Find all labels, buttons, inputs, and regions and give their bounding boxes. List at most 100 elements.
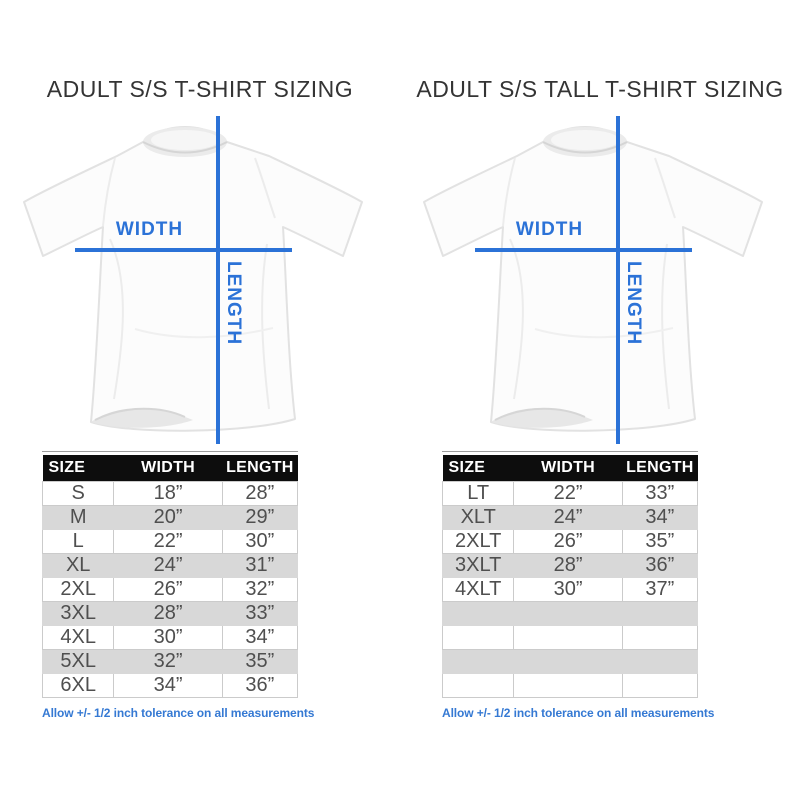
table-cell: 37” bbox=[621, 576, 699, 602]
table-cell: 24” bbox=[513, 504, 623, 530]
table-row bbox=[441, 624, 699, 650]
table-cell: 36” bbox=[221, 672, 299, 698]
regular-sizing-panel: ADULT S/S T-SHIRT SIZING WIDTH LENGTH SI… bbox=[0, 0, 400, 720]
table-cell: 3XLT bbox=[441, 552, 515, 578]
table-row: 2XLT 26” 35” bbox=[441, 528, 699, 554]
table-cell bbox=[621, 600, 699, 626]
panels-container: ADULT S/S T-SHIRT SIZING WIDTH LENGTH SI… bbox=[0, 0, 800, 720]
table-cell: 24” bbox=[113, 552, 223, 578]
tolerance-note: Allow +/- 1/2 inch tolerance on all meas… bbox=[442, 705, 715, 720]
table-cell: 36” bbox=[621, 552, 699, 578]
table-top-rule bbox=[442, 451, 698, 452]
length-measure-line bbox=[616, 116, 620, 444]
size-table-tall: SIZE WIDTH LENGTH LT 22” 33” XLT 24” 34” 2XLT 26” 3… bbox=[441, 455, 699, 698]
table-row: L 22” 30” bbox=[41, 528, 299, 554]
table-cell: 28” bbox=[113, 600, 223, 626]
column-header: SIZE bbox=[42, 455, 114, 481]
table-row: 6XL 34” 36” bbox=[41, 672, 299, 698]
table-cell: 30” bbox=[221, 528, 299, 554]
table-row: 4XL 30” 34” bbox=[41, 624, 299, 650]
table-cell: XL bbox=[41, 552, 115, 578]
table-header-row: SIZE WIDTH LENGTH bbox=[42, 455, 298, 481]
table-cell: 4XL bbox=[41, 624, 115, 650]
tshirt-image bbox=[415, 114, 785, 447]
table-cell: 30” bbox=[513, 576, 623, 602]
panel-title-tall: ADULT S/S TALL T-SHIRT SIZING bbox=[416, 76, 784, 102]
table-row: LT 22” 33” bbox=[441, 480, 699, 506]
width-label: WIDTH bbox=[115, 219, 184, 240]
table-cell: 33” bbox=[621, 480, 699, 506]
column-header: WIDTH bbox=[113, 455, 223, 481]
size-table-regular: SIZE WIDTH LENGTH S 18” 28” M 20” 29” L 22” 30” XL 24… bbox=[41, 455, 299, 698]
table-row: 2XL 26” 32” bbox=[41, 576, 299, 602]
tshirt-image bbox=[15, 114, 385, 447]
column-header: LENGTH bbox=[622, 455, 698, 481]
table-row: S 18” 28” bbox=[41, 480, 299, 506]
table-header-row: SIZE WIDTH LENGTH bbox=[442, 455, 698, 481]
width-label: WIDTH bbox=[515, 219, 584, 240]
table-cell: 34” bbox=[221, 624, 299, 650]
table-cell: 2XLT bbox=[441, 528, 515, 554]
table-cell: 34” bbox=[113, 672, 223, 698]
table-cell: 35” bbox=[221, 648, 299, 674]
table-cell bbox=[441, 624, 515, 650]
table-cell bbox=[513, 624, 623, 650]
length-label: LENGTH bbox=[623, 261, 644, 346]
table-cell bbox=[441, 672, 515, 698]
table-row: XL 24” 31” bbox=[41, 552, 299, 578]
tshirt-diagram-tall: WIDTH LENGTH bbox=[415, 114, 785, 447]
table-cell bbox=[621, 648, 699, 674]
table-row bbox=[441, 648, 699, 674]
table-top-rule bbox=[42, 451, 298, 452]
column-header: SIZE bbox=[442, 455, 514, 481]
table-cell: 30” bbox=[113, 624, 223, 650]
column-header: LENGTH bbox=[222, 455, 298, 481]
length-label: LENGTH bbox=[223, 261, 244, 346]
table-cell: 26” bbox=[113, 576, 223, 602]
tall-sizing-panel: ADULT S/S TALL T-SHIRT SIZING WIDTH LENG… bbox=[400, 0, 800, 720]
table-cell: 28” bbox=[513, 552, 623, 578]
table-cell bbox=[513, 600, 623, 626]
table-cell: 31” bbox=[221, 552, 299, 578]
width-measure-line bbox=[75, 248, 292, 252]
table-cell: 6XL bbox=[41, 672, 115, 698]
width-measure-line bbox=[475, 248, 692, 252]
table-row: M 20” 29” bbox=[41, 504, 299, 530]
table-cell bbox=[441, 648, 515, 674]
table-row: 4XLT 30” 37” bbox=[441, 576, 699, 602]
table-cell bbox=[621, 672, 699, 698]
table-cell: 4XLT bbox=[441, 576, 515, 602]
table-cell: 2XL bbox=[41, 576, 115, 602]
table-cell: 18” bbox=[113, 480, 223, 506]
table-row: 5XL 32” 35” bbox=[41, 648, 299, 674]
table-cell bbox=[513, 672, 623, 698]
table-cell: 28” bbox=[221, 480, 299, 506]
table-row bbox=[441, 672, 699, 698]
table-cell: 33” bbox=[221, 600, 299, 626]
table-cell: XLT bbox=[441, 504, 515, 530]
panel-title-regular: ADULT S/S T-SHIRT SIZING bbox=[46, 76, 354, 102]
table-cell: 34” bbox=[621, 504, 699, 530]
table-cell: 35” bbox=[621, 528, 699, 554]
table-cell: 32” bbox=[221, 576, 299, 602]
table-cell: 22” bbox=[113, 528, 223, 554]
table-row: 3XL 28” 33” bbox=[41, 600, 299, 626]
table-cell: 29” bbox=[221, 504, 299, 530]
table-row: XLT 24” 34” bbox=[441, 504, 699, 530]
table-row bbox=[441, 600, 699, 626]
table-cell: 26” bbox=[513, 528, 623, 554]
length-measure-line bbox=[216, 116, 220, 444]
table-cell: M bbox=[41, 504, 115, 530]
table-cell: 20” bbox=[113, 504, 223, 530]
table-row: 3XLT 28” 36” bbox=[441, 552, 699, 578]
tolerance-note: Allow +/- 1/2 inch tolerance on all meas… bbox=[42, 705, 315, 720]
tshirt-diagram-regular: WIDTH LENGTH bbox=[15, 114, 385, 447]
table-cell: L bbox=[41, 528, 115, 554]
table-cell bbox=[513, 648, 623, 674]
table-cell: 32” bbox=[113, 648, 223, 674]
table-cell: S bbox=[41, 480, 115, 506]
table-cell: LT bbox=[441, 480, 515, 506]
table-cell: 5XL bbox=[41, 648, 115, 674]
table-cell: 22” bbox=[513, 480, 623, 506]
